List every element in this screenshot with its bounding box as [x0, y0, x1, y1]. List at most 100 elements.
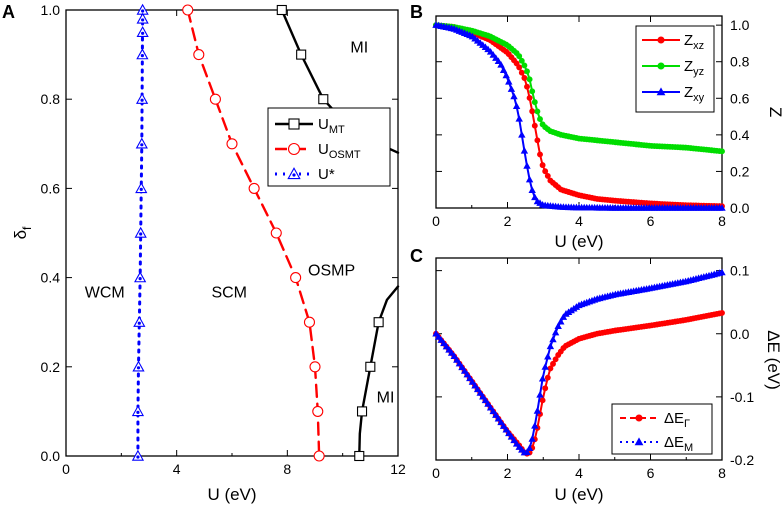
series-dE_M-point: [432, 329, 440, 337]
series-U_OSMT-point: [193, 49, 205, 61]
series-dE_M-point: [489, 407, 497, 415]
legend-marker: [635, 414, 643, 422]
series-Z_xz-point: [544, 172, 551, 179]
series-dE_M-point: [486, 403, 495, 411]
series-dE_M-point: [554, 322, 562, 330]
panel-b-letter: B: [410, 2, 423, 22]
panel-b-ytick-label: 0.0: [730, 200, 750, 216]
series-dE_M-point: [455, 359, 464, 367]
panel-c-ticks: 0 2 4 6 8-0.2 -0.1 0.0 0.1: [432, 258, 754, 481]
series-U_MT-point: [296, 49, 307, 60]
panel-c-ytick-label: -0.2: [730, 452, 754, 468]
panel-a: A 0 4 8 12 0.0 0.2 0.4 0.6 0.8 1.0 WCM SCM OSMP MI MI…: [2, 2, 406, 504]
series-Z_xz-point: [526, 95, 533, 101]
series-Z_yz-point: [531, 99, 538, 106]
series-dE_M-point: [453, 356, 461, 363]
series-U_star-point-dot: [136, 366, 141, 370]
series-dE_M-point: [533, 407, 542, 414]
series-dE_Gamma-point: [544, 374, 551, 381]
legend-label-main: ΔE: [664, 434, 684, 451]
legend-label: Zyz: [684, 58, 704, 78]
series-U_MT_low-point: [356, 406, 368, 417]
legend-label-main: Z: [684, 32, 693, 49]
legend-label-sub: xy: [693, 92, 705, 104]
legend-marker: [287, 142, 301, 156]
legend-label: UOSMT: [318, 141, 361, 161]
series-Z_xz-point: [529, 108, 536, 115]
panel-c-legend: ΔEΓ ΔEM: [611, 403, 713, 455]
series-dE_M-point: [718, 268, 726, 276]
series-Z_yz-point: [529, 88, 536, 95]
legend-label-sub: MT: [329, 124, 345, 136]
series-Z_xy-point: [523, 162, 531, 169]
legend-label: Zxy: [684, 84, 705, 104]
series-dE_M-point: [536, 390, 544, 398]
panel-b-ytick-label: 0.6: [730, 90, 750, 106]
series-dE_M-point: [507, 432, 516, 440]
series-dE_M-point: [440, 339, 448, 347]
series-dE_M-point: [512, 440, 521, 447]
series-Z_yz-point: [521, 62, 528, 69]
panel-a-series: [131, 3, 400, 462]
series-dE_M-point: [468, 378, 477, 385]
series-U_star-point-dot: [140, 143, 144, 147]
series-dE_M-point: [531, 421, 539, 429]
legend-label-sub: M: [684, 442, 693, 454]
series-dE_M-point: [473, 385, 482, 393]
panel-c: C 0 2 4 6 8-0.2 -0.1 0.0 0.1 U (eV) ΔE (eV) ΔEΓ…: [410, 246, 782, 504]
series-Z_xz-point: [518, 69, 525, 76]
series-dE_M-point: [492, 411, 500, 418]
panel-a-xtick-label: 12: [390, 461, 406, 477]
series-U_OSMT-line: [186, 8, 321, 458]
series-U_star-point-dot: [140, 98, 144, 102]
panel-b-ytick-label: 0.2: [730, 163, 750, 179]
series-U_MT_low-point: [354, 450, 365, 462]
panel-a-ylabel-main: δ: [11, 230, 30, 239]
series-dE_M-point: [523, 448, 531, 456]
panel-c-legend-box: [611, 403, 713, 455]
series-U_star-point-dot: [141, 9, 145, 13]
series-dE_M-point: [544, 352, 552, 360]
panel-b-xtick-label: 8: [718, 213, 726, 229]
legend-marker: [288, 118, 300, 130]
series-U_OSMT-point: [182, 4, 194, 16]
series-dE_M-point: [479, 392, 487, 400]
panel-a-xtick-label: 0: [62, 461, 70, 477]
panel-a-ytick-label: 0.2: [41, 359, 61, 375]
legend-label-main: Z: [684, 84, 693, 101]
series-Z_xy-point: [718, 204, 726, 211]
region-label: MI: [350, 39, 368, 56]
series-dE_Gamma-point: [719, 309, 725, 316]
series-Z_xz-point: [537, 151, 543, 158]
series-Z_xy-point: [494, 57, 503, 64]
series-dE_M-point: [518, 446, 526, 453]
series-dE_M-point: [497, 418, 505, 426]
series-Z_xy-point: [492, 54, 500, 61]
legend-marker: [634, 437, 644, 446]
series-U_OSMT-point: [248, 182, 260, 194]
series-Z_xy-point: [525, 175, 534, 183]
panel-c-xtick-label: 2: [504, 465, 512, 481]
panel-a-xtick-label: 4: [173, 461, 181, 477]
series-Z_xz-point: [516, 64, 523, 71]
series-Z_xz-point: [539, 162, 546, 169]
panel-c-letter: C: [410, 246, 423, 266]
legend-label: ΔEM: [664, 434, 693, 454]
legend-label: UMT: [318, 116, 345, 136]
legend-label-main: U: [318, 116, 329, 133]
series-Z_yz-point: [524, 68, 530, 75]
panel-a-ytick-label: 0.8: [41, 91, 61, 107]
series-dE_Gamma-point: [552, 356, 559, 363]
panel-c-ylabel: ΔE (eV): [764, 330, 782, 390]
series-Z_xy-point: [505, 77, 513, 85]
panel-c-xtick-label: 0: [432, 465, 440, 481]
series-dE_M-point: [450, 352, 458, 360]
series-dE_M-point: [476, 389, 484, 396]
series-dE_M-point: [499, 422, 508, 429]
panel-c-xlabel: U (eV): [554, 485, 603, 504]
panel-b-xtick-label: 2: [504, 213, 512, 229]
legend-label: ΔEΓ: [664, 410, 690, 430]
panel-a-ylabel-sub: f: [20, 226, 34, 230]
